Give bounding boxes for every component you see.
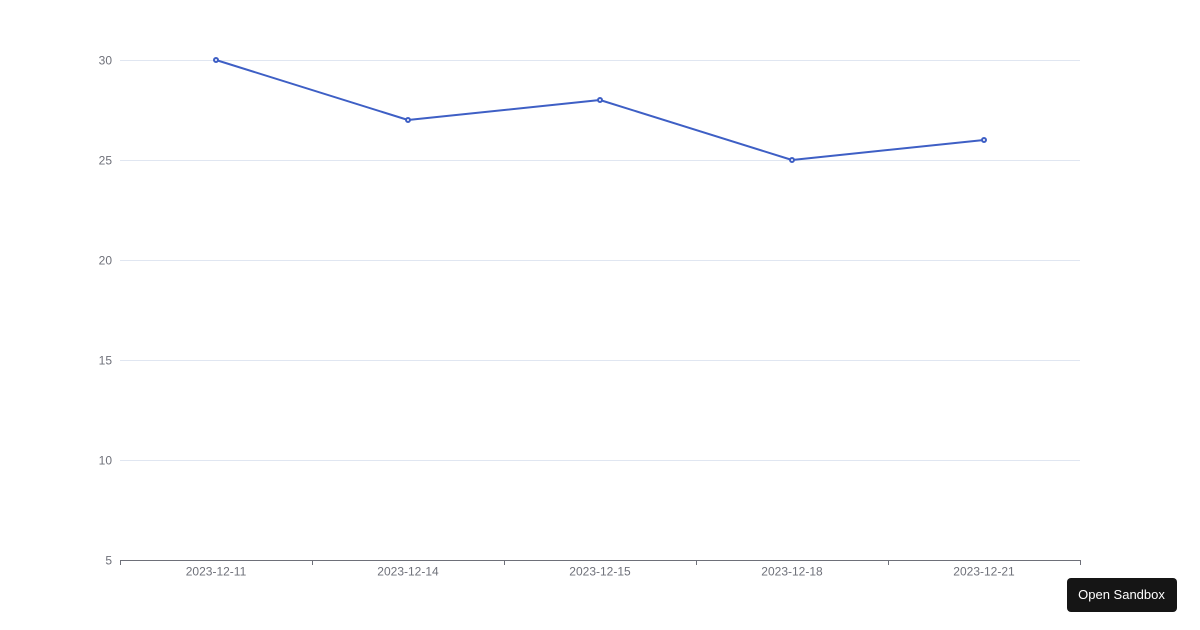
- svg-text:15: 15: [99, 353, 113, 367]
- svg-text:25: 25: [99, 153, 113, 167]
- svg-text:2023-12-21: 2023-12-21: [953, 565, 1015, 579]
- svg-text:30: 30: [99, 53, 113, 67]
- svg-text:2023-12-14: 2023-12-14: [377, 565, 439, 579]
- svg-text:2023-12-11: 2023-12-11: [186, 565, 247, 579]
- svg-text:20: 20: [99, 253, 113, 267]
- svg-text:5: 5: [105, 553, 112, 567]
- svg-text:10: 10: [99, 453, 113, 467]
- svg-text:2023-12-15: 2023-12-15: [569, 565, 631, 579]
- svg-text:2023-12-18: 2023-12-18: [761, 565, 823, 579]
